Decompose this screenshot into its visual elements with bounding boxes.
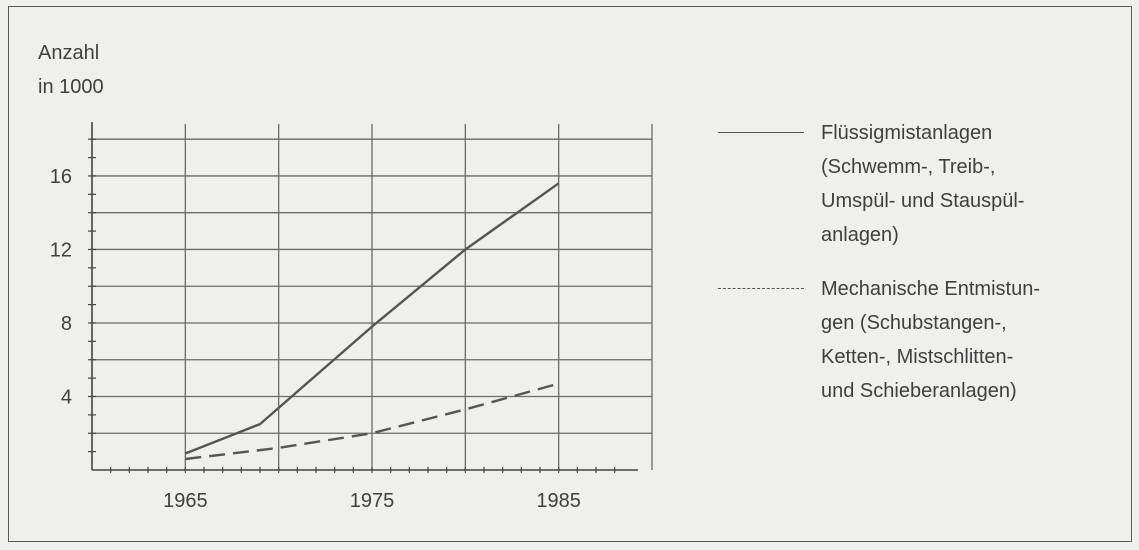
series-lines	[184, 182, 560, 461]
x-tick-label: 1975	[350, 490, 395, 512]
y-tick-label: 8	[61, 313, 72, 335]
y-tick-label: 12	[50, 239, 72, 261]
legend-label-liquid-manure: Flüssigmistanlagen (Schwemm-, Treib-, Um…	[821, 122, 1025, 246]
x-tick-label: 1985	[536, 490, 581, 512]
legend-label-mechanical: Mechanische Entmistun- gen (Schubstangen…	[821, 278, 1040, 402]
grid	[92, 124, 653, 470]
y-tick-label: 4	[61, 386, 72, 408]
axes	[88, 122, 638, 473]
series-line-liquid-manure	[184, 182, 560, 455]
legend-solid-line-icon	[718, 132, 804, 133]
legend-entry-mechanical: Mechanische Entmistun- gen (Schubstangen…	[718, 272, 1128, 408]
x-tick-label: 1965	[163, 490, 208, 512]
legend-entry-liquid-manure: Flüssigmistanlagen (Schwemm-, Treib-, Um…	[718, 116, 1128, 252]
y-axis-label: Anzahl in 1000	[38, 42, 104, 98]
legend-dashed-line-icon	[718, 288, 804, 289]
tick-labels: 4 8 12 16 1965 1975 1985	[50, 166, 581, 512]
chart-frame	[8, 6, 1132, 542]
legend: Flüssigmistanlagen (Schwemm-, Treib-, Um…	[718, 116, 1128, 428]
y-tick-label: 16	[50, 166, 72, 188]
series-line-mechanical	[185, 382, 560, 461]
